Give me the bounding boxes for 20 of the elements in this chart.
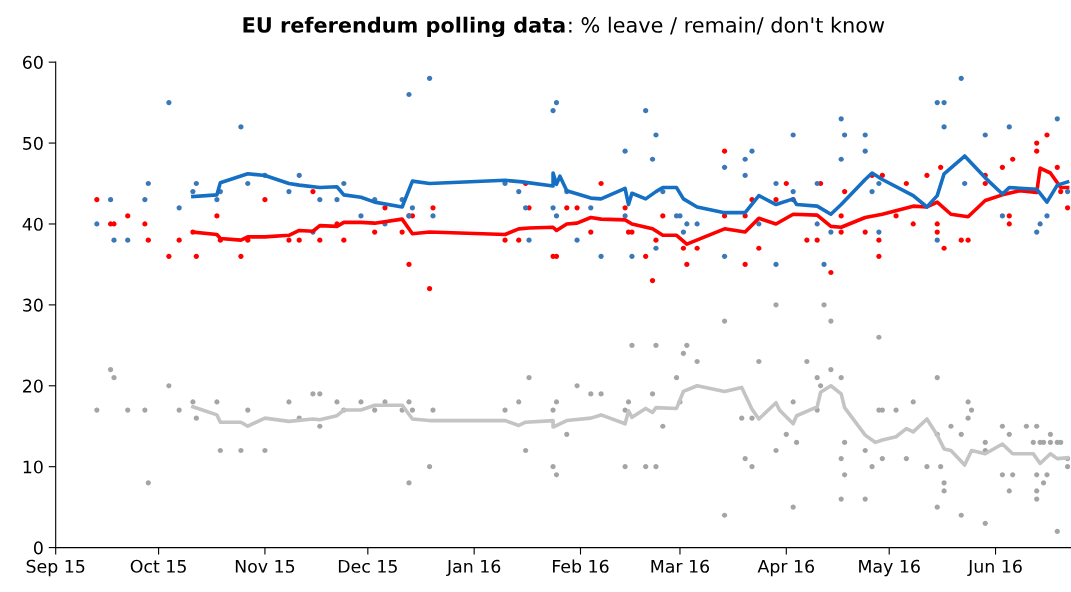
x-tick-label: Jun 16 xyxy=(967,559,1022,577)
x-tick-label: May 16 xyxy=(859,559,920,577)
y-tick-label: 60 xyxy=(23,55,43,69)
x-tick-label: Nov 15 xyxy=(235,559,295,573)
y-tick-label: 10 xyxy=(23,460,43,474)
x-tick-label: Apr 16 xyxy=(757,559,815,577)
y-tick-label: 0 xyxy=(33,541,43,555)
y-tick-label: 50 xyxy=(23,136,43,150)
x-tick-label: Dec 15 xyxy=(338,559,397,573)
line-series xyxy=(191,383,1070,467)
y-tick-label: 40 xyxy=(22,217,43,231)
x-tick-label: Jan 16 xyxy=(446,559,501,577)
x-tick-label: Feb 16 xyxy=(553,559,609,573)
line-series xyxy=(191,154,1070,217)
x-tick-label: Oct 15 xyxy=(130,559,186,573)
x-tick-label: Mar 16 xyxy=(651,559,710,573)
y-tick-label: 30 xyxy=(23,298,43,312)
y-tick-label: 20 xyxy=(23,379,43,393)
x-tick-label: Sep 15 xyxy=(26,559,85,577)
chart-title: EU referendum polling data: % leave / remain/ don't know xyxy=(243,16,885,38)
